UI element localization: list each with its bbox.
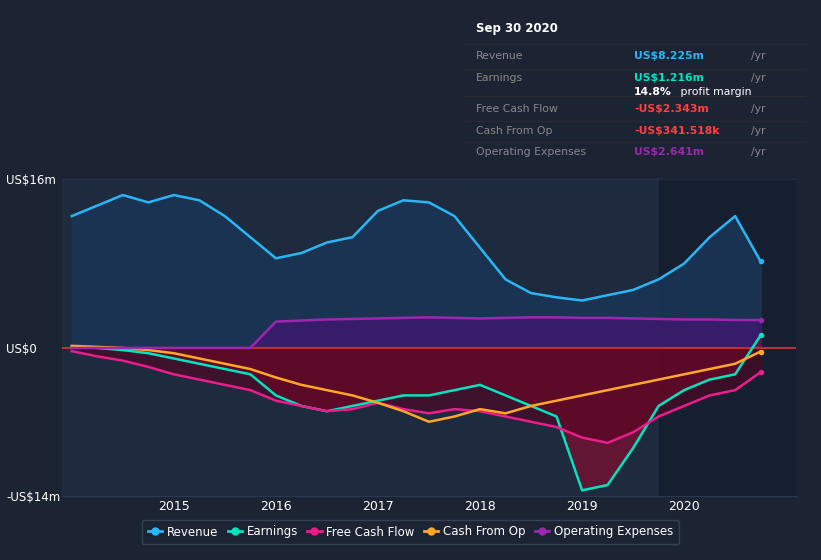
Bar — [658, 179, 796, 496]
Text: Operating Expenses: Operating Expenses — [476, 147, 586, 157]
Text: /yr: /yr — [751, 104, 766, 114]
Text: US$2.641m: US$2.641m — [635, 147, 704, 157]
Text: Free Cash Flow: Free Cash Flow — [476, 104, 557, 114]
Text: Cash From Op: Cash From Op — [476, 126, 553, 136]
Text: /yr: /yr — [751, 50, 766, 60]
Legend: Revenue, Earnings, Free Cash Flow, Cash From Op, Operating Expenses: Revenue, Earnings, Free Cash Flow, Cash … — [142, 520, 679, 544]
Text: 14.8%: 14.8% — [635, 87, 672, 97]
Text: US$1.216m: US$1.216m — [635, 73, 704, 83]
Text: /yr: /yr — [751, 147, 766, 157]
Text: /yr: /yr — [751, 126, 766, 136]
Text: -US$341.518k: -US$341.518k — [635, 126, 719, 136]
Text: profit margin: profit margin — [677, 87, 752, 97]
Text: -US$2.343m: -US$2.343m — [635, 104, 709, 114]
Text: /yr: /yr — [751, 73, 766, 83]
Text: Earnings: Earnings — [476, 73, 523, 83]
Text: US$8.225m: US$8.225m — [635, 50, 704, 60]
Text: Revenue: Revenue — [476, 50, 524, 60]
Text: Sep 30 2020: Sep 30 2020 — [476, 22, 557, 35]
